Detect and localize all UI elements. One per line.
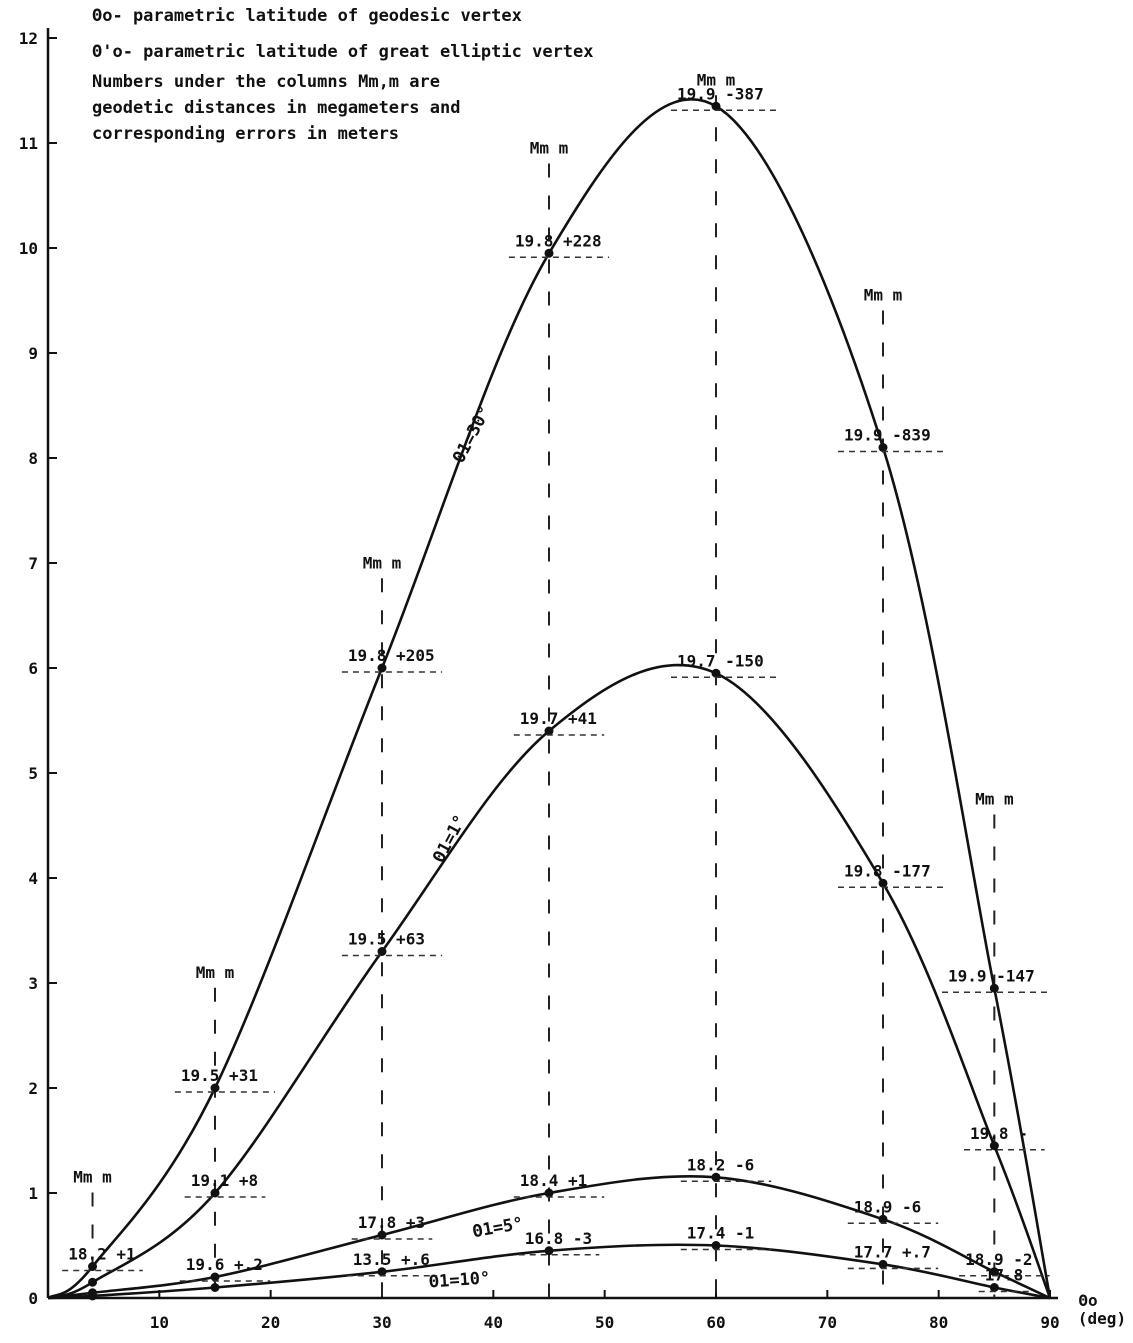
value-annotation: 17.8 +3 — [358, 1213, 425, 1232]
column-header-label: Mm m — [530, 139, 569, 158]
value-annotation: 17.7 +.7 — [854, 1242, 931, 1261]
y-tick-label: 12 — [19, 29, 38, 48]
data-point — [377, 1230, 387, 1240]
curve-label: Θ1=10° — [428, 1268, 491, 1292]
data-point — [878, 1214, 888, 1224]
x-tick-label: 30 — [372, 1313, 391, 1332]
y-tick-label: 1 — [28, 1184, 38, 1203]
value-annotation: 16.8 -3 — [525, 1229, 592, 1248]
curve-label: Θ1=1° — [429, 812, 471, 867]
data-point — [88, 1262, 98, 1271]
value-annotation: 19.8 +228 — [515, 231, 602, 250]
y-tick-label: 2 — [28, 1079, 38, 1098]
data-point — [989, 983, 999, 993]
y-tick-label: 4 — [28, 869, 38, 888]
y-tick-label: 10 — [19, 239, 38, 258]
value-annotation: 19.5 +31 — [181, 1066, 258, 1085]
data-point — [544, 1246, 554, 1256]
value-annotation: 18.9 -2 — [965, 1250, 1032, 1269]
series-line — [47, 663, 1052, 1300]
data-point — [878, 878, 888, 888]
data-point — [88, 1291, 98, 1301]
data-point — [711, 101, 721, 111]
x-tick-label: 80 — [929, 1313, 948, 1332]
data-point — [377, 1267, 387, 1277]
value-annotation: 19.8 +205 — [348, 646, 435, 665]
value-annotation: 19.6 +.2 — [186, 1255, 263, 1274]
data-point — [544, 248, 554, 258]
data-point — [989, 1283, 999, 1292]
data-point — [544, 1188, 554, 1198]
legend-line-5: corresponding errors in meters — [92, 124, 400, 144]
data-point — [989, 1141, 999, 1151]
data-point — [210, 1083, 220, 1093]
data-point — [377, 947, 387, 956]
value-annotation: 19.8 - — [970, 1124, 1028, 1143]
legend-line-3: Numbers under the columns Mm,m are — [92, 72, 440, 92]
data-point — [711, 1241, 721, 1250]
data-point — [544, 726, 554, 736]
curve-label: Θ1=30° — [449, 403, 495, 467]
value-annotation: 19.8 -177 — [844, 861, 931, 880]
value-annotation: 18.2 -6 — [687, 1155, 754, 1174]
data-point — [989, 1267, 999, 1277]
x-tick-label: 20 — [261, 1313, 280, 1332]
data-point — [210, 1283, 220, 1292]
y-tick-label: 7 — [28, 554, 38, 573]
value-annotation: 17.4 -1 — [687, 1224, 754, 1243]
y-tick-label: 9 — [28, 344, 38, 363]
column-markers: Mm m Mm m Mm m Mm m Mm m Mm m Mm m — [73, 70, 1014, 1298]
x-tick-label: 10 — [150, 1313, 169, 1332]
data-point — [711, 668, 721, 678]
data-point — [377, 663, 387, 673]
legend-line-4: geodetic distances in megameters and — [92, 98, 461, 118]
legend-line-1: Θo- parametric latitude of geodesic vert… — [92, 6, 522, 26]
y-tick-label: 3 — [28, 974, 38, 993]
column-header-label: Mm m — [975, 790, 1014, 809]
series-line — [47, 98, 1052, 1300]
legend-line-2: Θ'o- parametric latitude of great ellipt… — [92, 42, 594, 62]
value-annotation: 19.9 -839 — [844, 426, 931, 445]
value-annotation: 18.2 +1 — [68, 1245, 135, 1264]
value-annotation: 19.9 -387 — [677, 84, 764, 103]
value-annotation: 19.5 +63 — [348, 930, 425, 949]
data-point — [88, 1277, 98, 1287]
column-header-label: Mm m — [196, 963, 235, 982]
value-annotation: 19.7 -150 — [677, 651, 764, 670]
chart-series — [47, 98, 1052, 1301]
value-annotation: 17.8 — [985, 1266, 1024, 1285]
value-annotation: 19.9 -147 — [948, 966, 1035, 985]
x-axis-unit: (deg) — [1078, 1309, 1126, 1328]
data-point — [210, 1272, 220, 1282]
data-point — [878, 443, 888, 452]
value-annotation: 18.9 -6 — [854, 1197, 921, 1216]
y-tick-label: 8 — [28, 449, 38, 468]
x-tick-label: 90 — [1040, 1313, 1059, 1332]
x-tick-label: 40 — [484, 1313, 503, 1332]
x-tick-label: 50 — [595, 1313, 614, 1332]
data-point — [210, 1188, 220, 1198]
value-annotation: 19.1 +8 — [191, 1171, 258, 1190]
column-header-label: Mm m — [363, 553, 402, 572]
y-tick-label: 6 — [28, 659, 38, 678]
y-tick-label: 5 — [28, 764, 38, 783]
x-tick-label: 60 — [706, 1313, 725, 1332]
chart-annotations: Θ1=30° Θ1=1° Θ1=5° Θ1=10° 19.9 -387 19.8 +228… — [62, 84, 1052, 1293]
y-tick-label: 11 — [19, 134, 38, 153]
data-point — [711, 1172, 721, 1182]
data-point — [878, 1259, 888, 1269]
value-annotation: 18.4 +1 — [520, 1171, 587, 1190]
value-annotation: 13.5 +.6 — [353, 1250, 430, 1269]
column-header-label: Mm m — [73, 1168, 112, 1187]
column-header-label: Mm m — [864, 286, 903, 305]
x-tick-label: 70 — [818, 1313, 837, 1332]
value-annotation: 19.7 +41 — [520, 709, 597, 728]
x-axis-label: Θo — [1078, 1291, 1097, 1310]
y-tick-label: 0 — [28, 1289, 38, 1308]
curve-label: Θ1=5° — [471, 1214, 525, 1243]
column-header-label: Mm m — [697, 70, 736, 89]
